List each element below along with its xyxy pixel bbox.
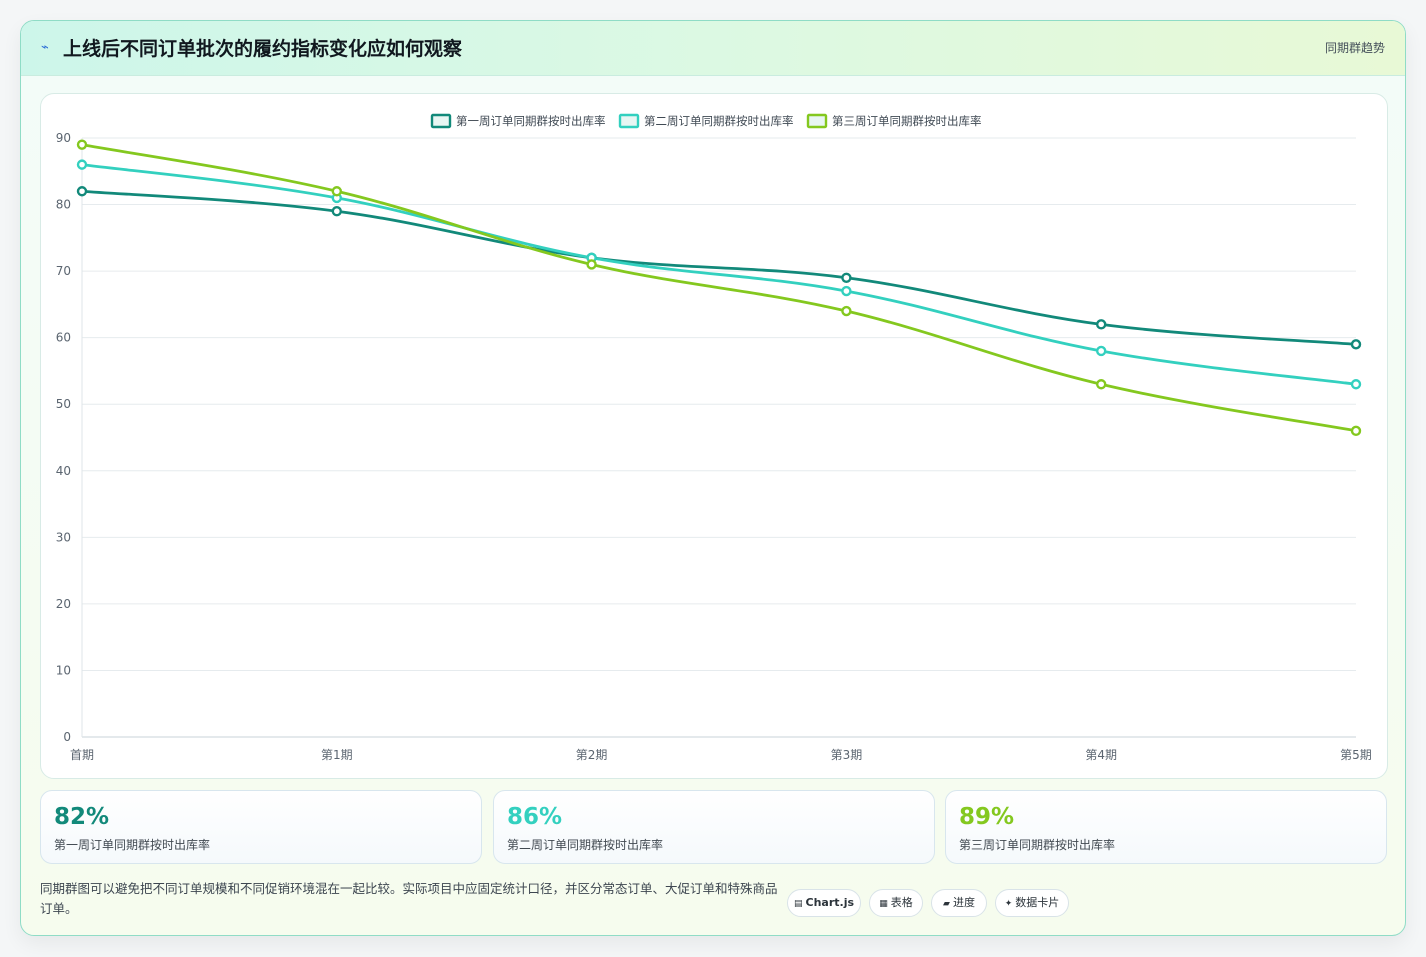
legend-label: 第一周订单同期群按时出库率 bbox=[456, 114, 606, 128]
progress-icon: ▰ bbox=[943, 899, 950, 909]
data-point-2 bbox=[1350, 379, 1362, 390]
legend-swatch bbox=[618, 113, 640, 129]
x-tick-label: 第3期 bbox=[831, 748, 863, 762]
lightning-icon: ⌁ bbox=[41, 40, 49, 55]
chart-panel: 0 10 20 30 40 50 60 70 80 90 首期 第1期 第2期 第3期 第4期 第5期 第一周订… bbox=[40, 93, 1388, 779]
y-tick-label: 30 bbox=[56, 530, 71, 544]
stat-value: 89% bbox=[959, 804, 1015, 830]
data-point-1 bbox=[1095, 319, 1107, 330]
x-tick-label: 第4期 bbox=[1085, 748, 1117, 762]
legend-item-1[interactable]: 第一周订单同期群按时出库率 bbox=[430, 113, 606, 129]
y-tick-label: 90 bbox=[56, 131, 71, 145]
pill-chartjs[interactable]: ▤ Chart.js bbox=[787, 889, 861, 917]
y-tick-label: 80 bbox=[56, 198, 71, 212]
data-point-3 bbox=[331, 186, 342, 197]
stats-row: 82% 第一周订单同期群按时出库率 86% 第二周订单同期群按时出库率 89% … bbox=[40, 790, 1388, 864]
pill-progress[interactable]: ▰ 进度 bbox=[931, 889, 987, 917]
legend-label: 第二周订单同期群按时出库率 bbox=[644, 114, 794, 128]
stat-label: 第二周订单同期群按时出库率 bbox=[507, 838, 664, 852]
data-point-3 bbox=[841, 305, 852, 317]
data-card-icon: ✦ bbox=[1004, 899, 1013, 909]
card-header: ⌁ 上线后不同订单批次的履约指标变化应如何观察 同期群趋势 bbox=[21, 21, 1405, 76]
y-tick-label: 10 bbox=[56, 663, 71, 677]
stat-card-week2: 86% 第二周订单同期群按时出库率 bbox=[493, 790, 935, 864]
legend-label: 第三周订单同期群按时出库率 bbox=[832, 114, 982, 128]
legend-swatch bbox=[806, 113, 828, 129]
y-tick-label: 0 bbox=[63, 730, 71, 744]
data-point-3 bbox=[76, 139, 88, 150]
data-point-2 bbox=[1095, 345, 1107, 357]
stat-value: 82% bbox=[54, 804, 110, 830]
x-tick-label: 首期 bbox=[70, 748, 94, 762]
x-tick-label: 第2期 bbox=[576, 748, 608, 762]
y-tick-label: 20 bbox=[56, 597, 71, 611]
footer-note: 同期群图可以避免把不同订单规模和不同促销环境混在一起比较。实际项目中应固定统计口… bbox=[40, 881, 778, 916]
data-point-3 bbox=[586, 259, 597, 270]
data-point-1 bbox=[76, 186, 88, 197]
y-tick-label: 50 bbox=[56, 397, 71, 411]
series-line-3 bbox=[81, 143, 1357, 433]
page-title: 上线后不同订单批次的履约指标变化应如何观察 bbox=[63, 38, 463, 60]
pill-data-card[interactable]: ✦ 数据卡片 bbox=[995, 889, 1069, 917]
pill-label: Chart.js bbox=[805, 896, 855, 909]
dashboard-card: ⌁ 上线后不同订单批次的履约指标变化应如何观察 同期群趋势 0 10 20 30 40 5… bbox=[20, 20, 1406, 936]
series-line-2 bbox=[81, 163, 1357, 386]
data-point-1 bbox=[331, 206, 342, 217]
y-tick-label: 70 bbox=[56, 264, 71, 278]
data-point-1 bbox=[841, 272, 852, 283]
header-tag: 同期群趋势 bbox=[1324, 41, 1385, 55]
pill-label: 表格 bbox=[890, 896, 913, 909]
y-tick-label: 40 bbox=[56, 464, 71, 478]
chartjs-icon: ▤ bbox=[793, 899, 803, 909]
data-point-2 bbox=[76, 159, 88, 170]
series-line-1 bbox=[81, 189, 1357, 346]
x-tick-label: 第5期 bbox=[1340, 748, 1372, 762]
stat-label: 第三周订单同期群按时出库率 bbox=[959, 838, 1116, 852]
stat-value: 86% bbox=[507, 804, 563, 830]
legend-swatch bbox=[430, 113, 452, 129]
line-chart: 0 10 20 30 40 50 60 70 80 90 首期 第1期 第2期 第3期 第4期 第5期 第一周订… bbox=[56, 113, 1372, 762]
data-point-3 bbox=[1095, 379, 1107, 390]
data-point-1 bbox=[1350, 339, 1362, 350]
stat-card-week1: 82% 第一周订单同期群按时出库率 bbox=[40, 790, 482, 864]
legend-item-2[interactable]: 第二周订单同期群按时出库率 bbox=[618, 113, 794, 129]
pill-label: 数据卡片 bbox=[1015, 896, 1060, 909]
stat-label: 第一周订单同期群按时出库率 bbox=[54, 838, 211, 852]
y-tick-label: 60 bbox=[56, 331, 71, 345]
pill-table[interactable]: ▦ 表格 bbox=[869, 889, 923, 917]
x-tick-label: 第1期 bbox=[321, 748, 353, 762]
stat-card-week3: 89% 第三周订单同期群按时出库率 bbox=[945, 790, 1387, 864]
pill-label: 进度 bbox=[952, 896, 975, 909]
legend-item-3[interactable]: 第三周订单同期群按时出库率 bbox=[806, 113, 982, 129]
data-point-3 bbox=[1350, 425, 1362, 437]
table-icon: ▦ bbox=[879, 899, 888, 909]
data-point-2 bbox=[841, 285, 852, 297]
